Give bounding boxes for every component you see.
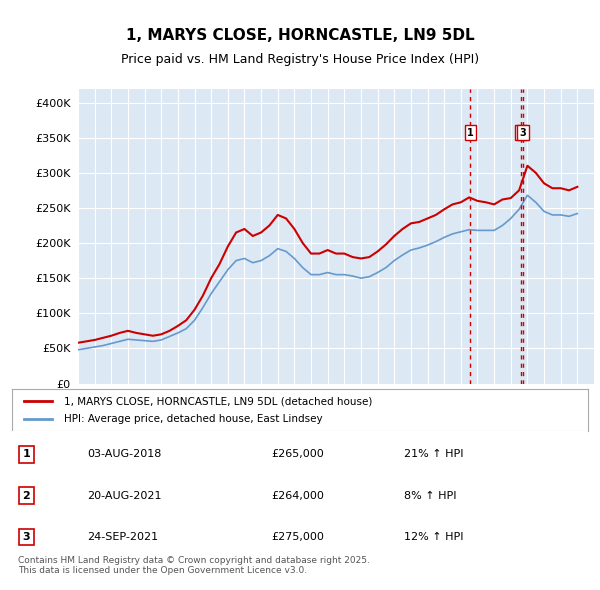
Text: Price paid vs. HM Land Registry's House Price Index (HPI): Price paid vs. HM Land Registry's House …: [121, 53, 479, 65]
Text: 1, MARYS CLOSE, HORNCASTLE, LN9 5DL: 1, MARYS CLOSE, HORNCASTLE, LN9 5DL: [125, 28, 475, 43]
Text: £275,000: £275,000: [271, 532, 324, 542]
Text: 3: 3: [520, 128, 526, 137]
Text: £265,000: £265,000: [271, 450, 324, 459]
Text: 12% ↑ HPI: 12% ↑ HPI: [404, 532, 463, 542]
Text: 1: 1: [467, 128, 474, 137]
Text: Contains HM Land Registry data © Crown copyright and database right 2025.
This d: Contains HM Land Registry data © Crown c…: [18, 556, 370, 575]
Text: 2: 2: [23, 491, 30, 500]
Text: 24-SEP-2021: 24-SEP-2021: [87, 532, 158, 542]
Text: 03-AUG-2018: 03-AUG-2018: [87, 450, 161, 459]
Text: 3: 3: [23, 532, 30, 542]
Text: 21% ↑ HPI: 21% ↑ HPI: [404, 450, 463, 459]
Text: 8% ↑ HPI: 8% ↑ HPI: [404, 491, 456, 500]
Text: £264,000: £264,000: [271, 491, 324, 500]
Text: HPI: Average price, detached house, East Lindsey: HPI: Average price, detached house, East…: [64, 414, 322, 424]
Text: 2: 2: [518, 128, 524, 137]
Text: 20-AUG-2021: 20-AUG-2021: [87, 491, 161, 500]
Text: 1, MARYS CLOSE, HORNCASTLE, LN9 5DL (detached house): 1, MARYS CLOSE, HORNCASTLE, LN9 5DL (det…: [64, 397, 372, 407]
Text: 1: 1: [23, 450, 30, 459]
